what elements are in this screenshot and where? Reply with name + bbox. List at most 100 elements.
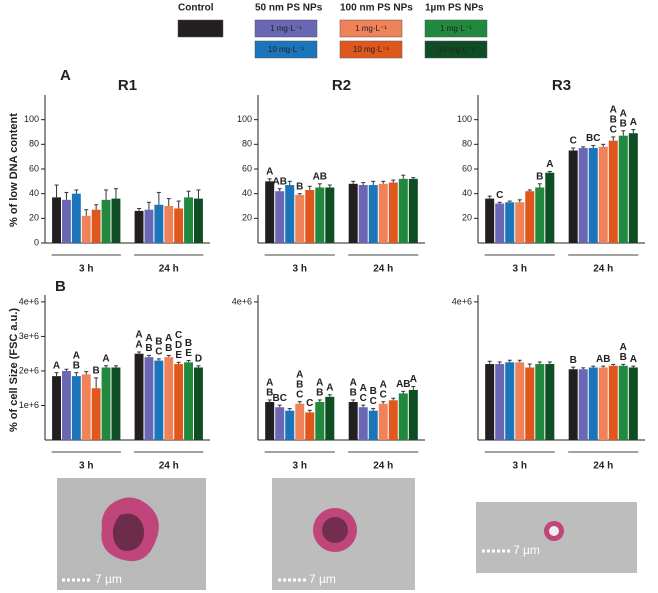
significance-letter: A [165,333,172,344]
significance-letter: A [266,378,273,389]
y-tick-label: 4e+6 [452,296,472,306]
y-tick-label: 2e+6 [19,365,39,375]
bar [485,364,495,440]
significance-letter: AB [313,171,327,182]
significance-letter: C [296,389,303,400]
y-tick-label: 100 [24,114,39,124]
bar [608,140,618,243]
bar [144,357,154,440]
y-tick-label: 40 [242,188,252,198]
bar [408,389,418,440]
bar [535,187,545,243]
legend-swatch [424,40,488,59]
legend-label: 10 mg·L⁻¹ [268,45,305,54]
bar [265,402,275,440]
significance-letter: A [296,369,303,380]
significance-letter: B [370,386,377,397]
panel-label: B [55,278,66,295]
x-tick-label: 3 h [79,461,93,472]
x-tick-label: 24 h [159,461,179,472]
significance-letter: A [630,117,637,128]
bar [111,367,121,440]
significance-letter: D [195,353,202,364]
bar [325,396,335,440]
bar [62,199,71,243]
y-axis-label: % of cell Size (FSC a.u.) [8,308,20,432]
bar [505,362,515,440]
significance-letter: C [370,396,377,407]
significance-letter: B [536,171,543,182]
significance-letter: B [316,388,323,399]
significance-letter: B [93,365,100,376]
significance-letter: A [630,354,637,365]
significance-letter: C [570,136,577,147]
bar [545,172,555,243]
bar [295,194,305,243]
bar [618,135,628,243]
bar [164,357,174,440]
bar [408,178,418,243]
significance-letter: A [102,353,109,364]
legend-group: 50 nm PS NPs [255,3,323,14]
significance-letter: A [316,378,323,389]
bar [535,364,545,440]
y-tick-label: 80 [462,139,472,149]
significance-letter: A [410,374,417,385]
significance-letter: B [266,388,273,399]
bar [295,403,305,440]
significance-letter: D [175,340,182,351]
legend-swatch [177,19,224,38]
significance-letter: A [145,333,152,344]
x-tick-label: 3 h [513,461,527,472]
bar [598,367,608,440]
micrograph [57,478,637,590]
legend-swatch [424,19,488,38]
significance-letter: AB [596,354,610,365]
bar [568,369,578,440]
x-tick-label: 3 h [293,461,307,472]
y-tick-label: 80 [242,139,252,149]
significance-letter: A [266,167,273,178]
bar [305,412,315,440]
bar [305,189,315,243]
legend-swatch [339,19,403,38]
y-tick-label: 3e+6 [19,331,39,341]
bar [154,204,164,243]
y-tick-label: 20 [242,213,252,223]
bar [174,364,184,440]
y-tick-label: 60 [29,163,39,173]
significance-letter: B [350,388,357,399]
bar [598,146,608,243]
bar [628,367,638,440]
bar [545,364,555,440]
bar [101,199,111,243]
bar [388,400,398,440]
significance-letter: B [620,118,627,129]
bar [52,376,61,440]
x-tick-label: 24 h [373,461,393,472]
y-tick-label: 0 [34,237,39,247]
bar [184,197,193,243]
legend-group: 1µm PS NPs [425,3,484,14]
bar [81,374,91,440]
chart-title: R3 [552,77,571,94]
bar [71,193,81,243]
bar [515,202,525,243]
bar [62,370,71,440]
bar [144,209,154,243]
significance-letter: C [360,393,367,404]
significance-letter: E [185,348,192,359]
significance-letter: E [175,350,182,361]
significance-letter: A [350,378,357,389]
significance-letter: C [175,330,182,341]
bar [275,191,285,243]
bar [378,403,388,440]
x-tick-label: 3 h [79,264,93,275]
legend-swatch [339,40,403,59]
significance-letter: B [570,355,577,366]
significance-letter: C [610,125,617,136]
significance-letter: AB [396,379,410,390]
bar [154,360,164,440]
bar [358,407,368,440]
